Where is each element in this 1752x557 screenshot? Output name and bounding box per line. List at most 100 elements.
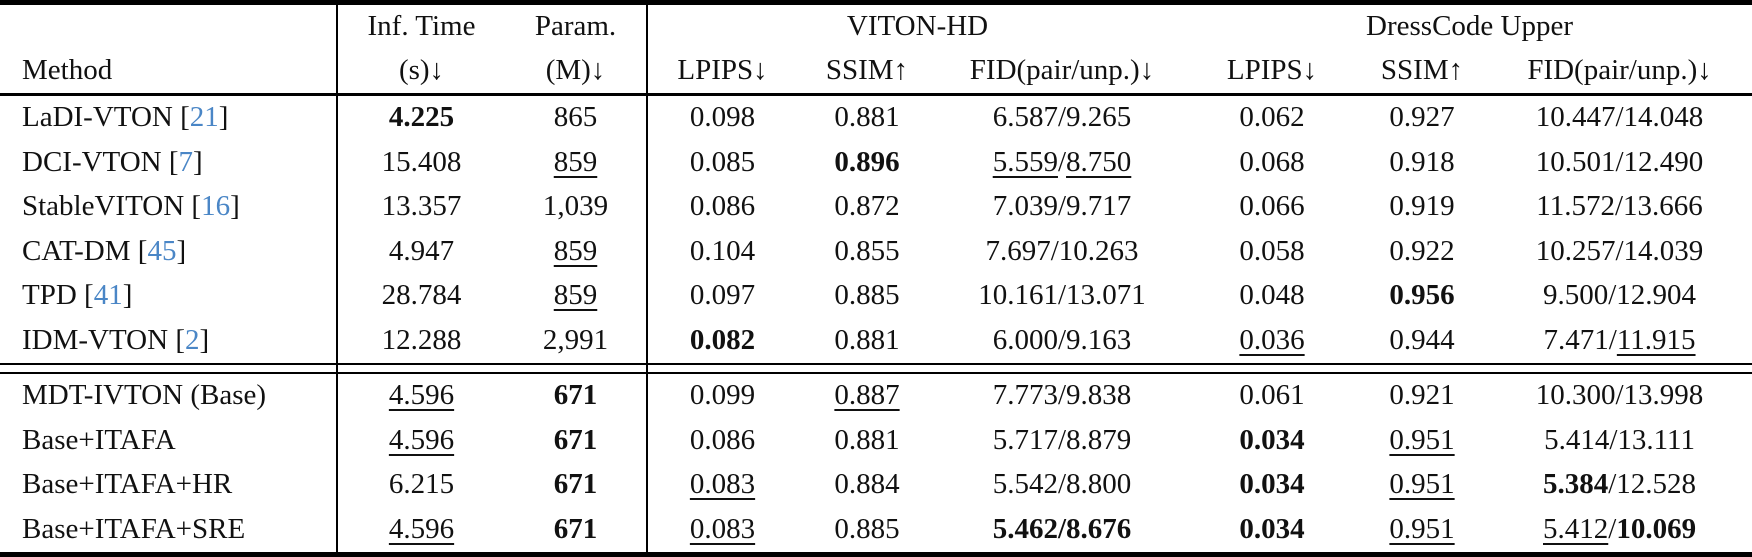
cell-text: Base+ITAFA [22, 423, 176, 456]
cell-text: 2,991 [542, 323, 609, 356]
cell-text: 10.501/12.490 [1535, 146, 1704, 178]
section-divider-cell [337, 362, 648, 374]
cell-text: 12.288 [381, 323, 462, 356]
citation-link[interactable]: 21 [189, 101, 219, 134]
cell-text: 0.058 [1239, 234, 1305, 267]
table-row: DCI-VTON [7] 15.408 859 0.085 0.896 5.559/8.7… [0, 140, 1752, 186]
cell-param: 859 [505, 140, 648, 186]
cell-param: 671 [505, 418, 648, 463]
cell-dress-lpips: 0.061 [1187, 373, 1357, 419]
table-row: Base+ITAFA 4.596 671 0.086 0.881 5.717/8.879 0… [0, 418, 1752, 463]
cell-method: LaDI-VTON [21] [0, 94, 338, 141]
cell-dress-lpips: 0.034 [1187, 418, 1357, 462]
cell-dress-fid: 5.412/10.069 [1487, 507, 1752, 554]
cell-text: 865 [553, 101, 598, 134]
cell-text: 5.414/13.111 [1544, 423, 1695, 456]
cell-text: 859 [553, 146, 598, 178]
cell-viton-ssim: 0.855 [797, 229, 937, 273]
viton-fid-header: FID(pair/unp.)↓ [937, 49, 1188, 96]
cell-text: 0.104 [689, 234, 756, 267]
cell-dress-fid: 10.300/13.998 [1487, 373, 1752, 419]
column-header-row: Method (s)↓ (M)↓ LPIPS↓ SSIM↑ FID(pair/u… [0, 49, 1752, 96]
cell-inf-time: 4.947 [337, 229, 505, 273]
table-row: StableVITON [16] 13.357 1,039 0.086 0.872 7.0… [0, 185, 1752, 230]
cell-text: 10.447/14.048 [1535, 101, 1704, 134]
cell-inf-time: 4.596 [337, 418, 505, 462]
cell-text: 28.784 [381, 279, 462, 312]
cell-text: 0.872 [834, 190, 900, 223]
cell-text: 5.542/8.800 [992, 468, 1132, 501]
cell-text: 0.097 [689, 279, 756, 312]
cell-text: 0.083 [689, 468, 756, 501]
cell-viton-ssim: 0.881 [797, 318, 937, 364]
cell-viton-lpips: 0.099 [647, 373, 797, 419]
cell-text: ] [199, 323, 210, 356]
cell-inf-time: 6.215 [337, 463, 505, 507]
viton-lpips-header: LPIPS↓ [647, 49, 797, 96]
cell-text: 4.947 [388, 234, 455, 267]
citation-link[interactable]: 2 [184, 323, 200, 356]
cell-viton-ssim: 0.896 [797, 141, 937, 185]
cell-viton-fid: 10.161/13.071 [937, 274, 1187, 318]
cell-text: 5.462/8.676 [992, 512, 1132, 545]
cell-dress-ssim: 0.918 [1357, 141, 1487, 185]
cell-text: 4.596 [388, 379, 455, 412]
cell-text: LaDI-VTON [22, 101, 181, 134]
cell-text: 6.215 [388, 468, 455, 501]
cell-text: DCI-VTON [22, 146, 169, 178]
cell-viton-lpips: 0.104 [647, 229, 797, 273]
cell-text: 0.881 [834, 323, 900, 356]
citation-link[interactable]: 45 [147, 234, 177, 267]
cell-text: 7.039/9.717 [992, 190, 1132, 223]
cell-text: 671 [553, 468, 598, 501]
cell-viton-lpips: 0.082 [647, 318, 797, 364]
cell-viton-lpips: 0.083 [647, 463, 797, 507]
cell-text: 0.951 [1389, 512, 1455, 545]
cell-viton-ssim: 0.887 [797, 373, 937, 419]
cell-viton-lpips: 0.085 [647, 141, 797, 185]
cell-text: / [1608, 512, 1617, 545]
cell-text: 5.717/8.879 [992, 423, 1132, 456]
cell-text: 859 [553, 279, 598, 312]
cell-viton-fid: 6.000/9.163 [937, 318, 1187, 364]
cell-text: 7.773/9.838 [992, 379, 1132, 412]
cell-text: [ [180, 101, 190, 134]
cell-text: 5.559 [992, 146, 1058, 178]
table-row: TPD [41] 28.784 859 0.097 0.885 10.161/13.071… [0, 273, 1752, 319]
cell-text: 0.921 [1389, 379, 1455, 412]
cell-viton-ssim: 0.885 [797, 274, 937, 318]
cell-text: 0.922 [1389, 234, 1455, 267]
cell-param: 2,991 [505, 318, 648, 364]
inf-time-header-line1: Inf. Time [367, 10, 476, 43]
cell-text: 9.500/12.904 [1543, 279, 1697, 312]
cell-text: ] [230, 190, 240, 223]
cell-text: 0.896 [834, 146, 900, 178]
cell-dress-fid: 5.384/12.528 [1487, 463, 1752, 507]
cell-text: 11.572/13.666 [1536, 190, 1703, 223]
group-header-row: Inf. Time Param. VITON-HD DressCode Uppe… [0, 2, 1752, 49]
cell-inf-time: 15.408 [337, 141, 505, 185]
cell-viton-lpips: 0.086 [647, 185, 797, 229]
cell-method: DCI-VTON [7] [0, 140, 338, 186]
cell-dress-ssim: 0.951 [1357, 418, 1487, 462]
cell-dress-fid: 5.414/13.111 [1487, 418, 1752, 462]
cell-text: 10.257/14.039 [1535, 234, 1704, 267]
cell-param: 865 [505, 94, 648, 141]
cell-dress-fid: 9.500/12.904 [1487, 274, 1752, 318]
cell-text: / [1057, 146, 1067, 178]
cell-text: 0.061 [1239, 379, 1305, 412]
dress-fid-header: FID(pair/unp.)↓ [1487, 49, 1752, 96]
citation-link[interactable]: 7 [178, 146, 194, 178]
cell-dress-ssim: 0.956 [1357, 274, 1487, 318]
cell-text: 7.471/ [1543, 323, 1617, 356]
cell-text: ] [218, 101, 229, 134]
cell-inf-time: 4.225 [337, 95, 505, 141]
method-header-spacer [0, 2, 338, 49]
cell-viton-ssim: 0.881 [797, 418, 937, 462]
cell-text: 10.069 [1616, 512, 1697, 545]
group-header-viton-hd: VITON-HD [846, 10, 989, 43]
citation-link[interactable]: 16 [201, 190, 231, 223]
citation-link[interactable]: 41 [93, 279, 123, 312]
table-row: MDT-IVTON (Base) 4.596 671 0.099 0.887 7.773/… [0, 372, 1752, 419]
